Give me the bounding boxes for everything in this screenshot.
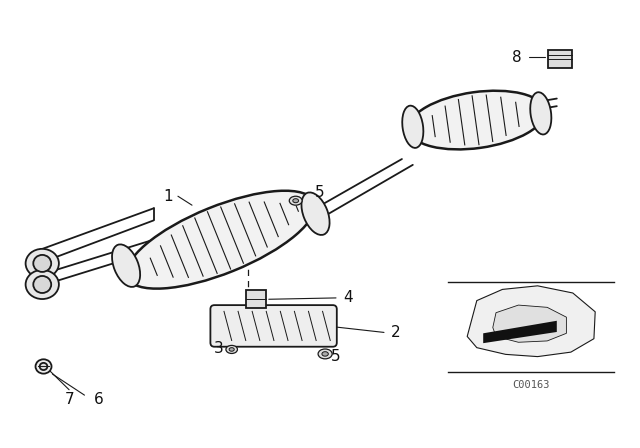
Text: 3: 3 — [214, 341, 224, 356]
Ellipse shape — [26, 270, 59, 299]
Text: C00163: C00163 — [513, 380, 550, 390]
Text: 5: 5 — [330, 349, 340, 364]
Ellipse shape — [36, 359, 52, 374]
Ellipse shape — [318, 349, 332, 359]
FancyBboxPatch shape — [246, 290, 266, 308]
Ellipse shape — [127, 191, 315, 289]
Ellipse shape — [33, 276, 51, 293]
Text: 5: 5 — [315, 185, 325, 200]
Ellipse shape — [26, 249, 59, 278]
Text: 8: 8 — [512, 50, 522, 65]
FancyBboxPatch shape — [211, 305, 337, 347]
Ellipse shape — [40, 363, 47, 370]
FancyBboxPatch shape — [548, 50, 572, 68]
Text: 6: 6 — [94, 392, 104, 407]
Ellipse shape — [226, 345, 237, 353]
Ellipse shape — [301, 193, 330, 235]
Text: 2: 2 — [390, 325, 401, 340]
Ellipse shape — [530, 92, 552, 134]
Ellipse shape — [293, 198, 298, 202]
Polygon shape — [483, 321, 557, 343]
Ellipse shape — [402, 106, 424, 148]
Polygon shape — [493, 305, 566, 342]
Text: 4: 4 — [343, 290, 353, 306]
Text: 7: 7 — [64, 392, 74, 407]
Ellipse shape — [289, 196, 302, 205]
Ellipse shape — [322, 352, 328, 356]
Ellipse shape — [33, 255, 51, 272]
Ellipse shape — [408, 91, 545, 149]
Polygon shape — [467, 286, 595, 357]
Ellipse shape — [229, 348, 234, 351]
Ellipse shape — [112, 245, 140, 287]
Text: 1: 1 — [163, 189, 173, 204]
